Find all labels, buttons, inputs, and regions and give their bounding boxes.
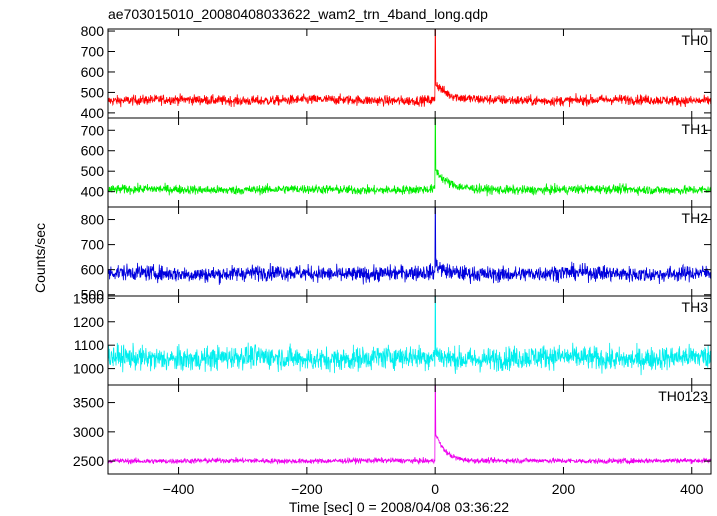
series-th3 [108,296,711,376]
y-tick-label: 3000 [73,424,104,440]
panel-frame [107,206,712,297]
x-tick-labels: −400 −200 0 200 400 [163,481,704,497]
panel-th3: 1000 1100 1200 1300 TH3 [73,290,712,386]
y-tick-label: 1000 [73,361,104,377]
panel-frame [107,384,712,475]
y-tick-label: 800 [81,23,105,39]
panel-th1: 400 500 600 700 TH1 [81,117,712,208]
x-tick-label: −400 [163,481,195,497]
y-tick-label: 500 [81,163,105,179]
y-tick-label: 3500 [73,395,104,411]
panel-th2: 500 600 700 800 TH2 [81,206,712,303]
y-tick-label: 400 [81,184,105,200]
panel-label: TH2 [682,210,709,226]
panel-label: TH3 [682,299,709,315]
y-tick-label: 700 [81,44,105,60]
panel-th0123: 2500 3000 3500 TH0123 [73,384,712,475]
y-axis-label: Counts/sec [32,223,48,293]
panel-th0: 400 500 600 700 800 TH0 [81,23,712,121]
y-tick-label: 800 [81,212,105,228]
y-tick-label: 700 [81,122,105,138]
y-tick-label: 500 [81,287,105,303]
panel-stack: 400 500 600 700 800 TH0 400 500 600 700 TH1 500 600 7… [73,23,712,475]
x-tick-label: 0 [431,481,439,497]
series-th0123 [108,385,711,466]
y-tick-label: 600 [81,143,105,159]
y-tick-label: 400 [81,105,105,121]
chart-title: ae703015010_20080408033622_wam2_trn_4ban… [108,6,488,22]
panel-label: TH0 [682,32,709,48]
panel-label: TH1 [682,121,709,137]
y-tick-label: 1200 [73,314,104,330]
x-tick-label: 200 [552,481,576,497]
series-th1 [108,118,711,197]
x-tick-label: −200 [291,481,323,497]
y-tick-label: 1100 [74,337,104,353]
x-axis-label: Time [sec] 0 = 2008/04/08 03:36:22 [289,499,509,515]
y-tick-label: 2500 [73,453,104,469]
y-tick-label: 1300 [73,290,104,306]
series-th0 [108,29,711,108]
panel-label: TH0123 [658,388,708,404]
y-tick-label: 600 [81,64,105,80]
y-tick-label: 700 [81,237,105,253]
x-tick-label: 400 [680,481,704,497]
series-th2 [108,207,711,285]
y-tick-label: 500 [81,84,105,100]
y-tick-label: 600 [81,262,105,278]
panel-frame [107,295,712,386]
